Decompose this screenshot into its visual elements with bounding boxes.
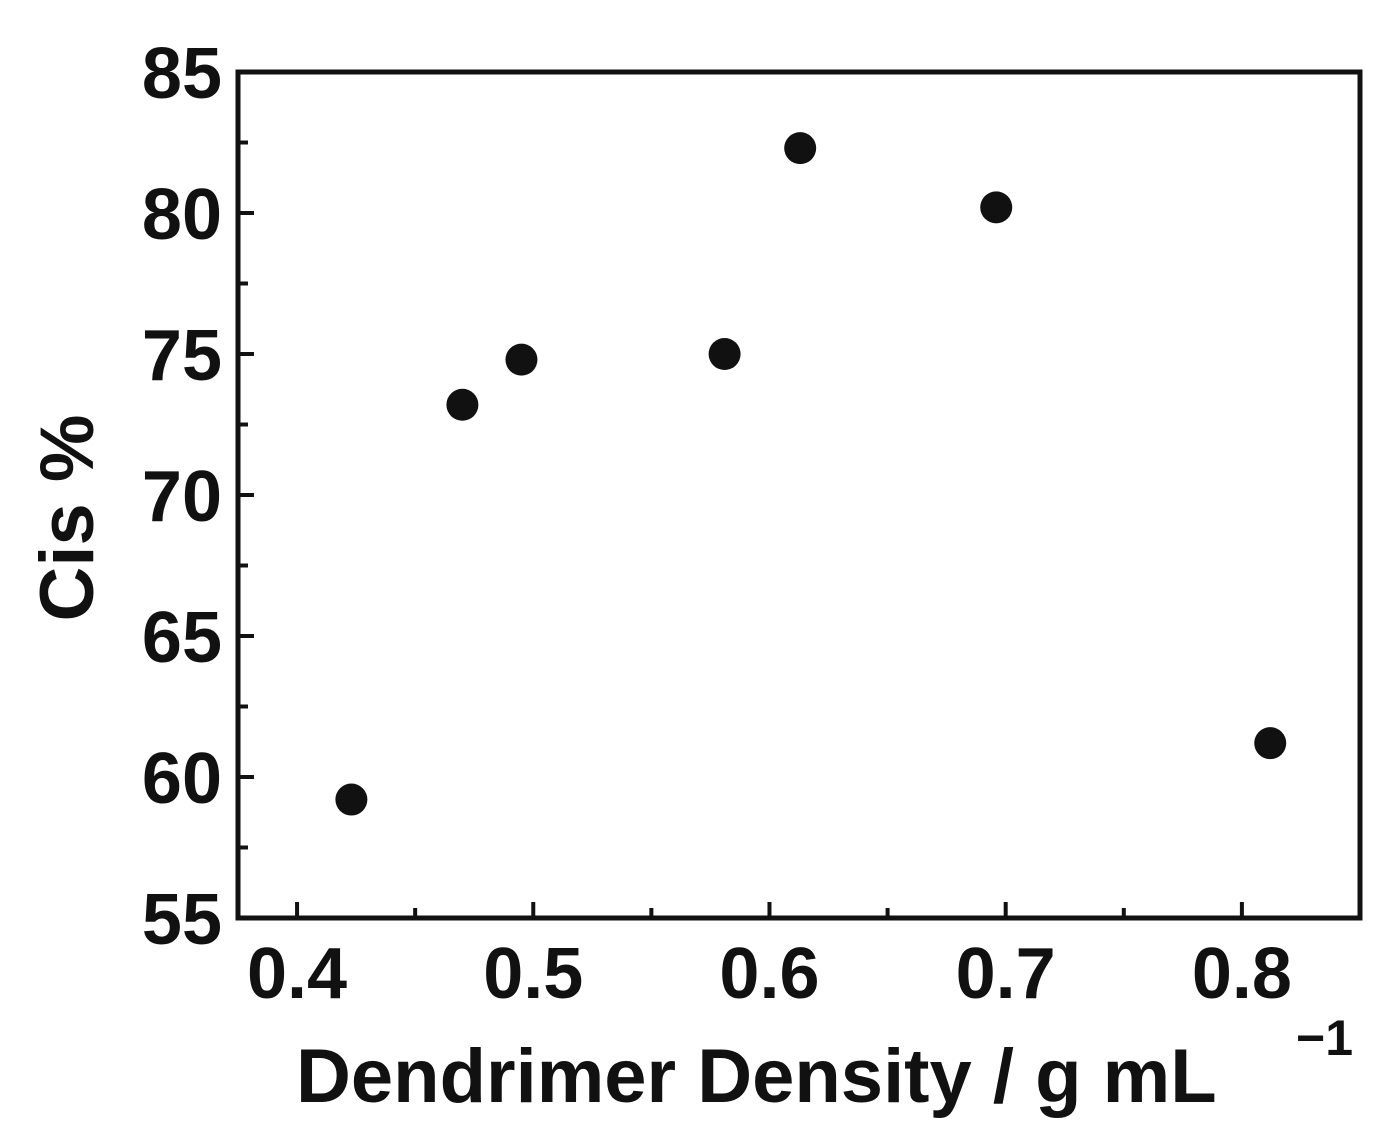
- x-tick-label: 0.7: [956, 934, 1056, 1014]
- x-tick-label: 0.8: [1192, 934, 1292, 1014]
- data-point: [708, 338, 741, 370]
- x-axis-title: Dendrimer Density / g mL: [296, 1034, 1217, 1119]
- y-axis-ticks: [238, 70, 254, 920]
- y-axis-title: Cis %: [25, 415, 110, 622]
- y-tick-label: 80: [142, 175, 222, 255]
- x-tick-label: 0.5: [483, 934, 583, 1014]
- plot-frame-group: [235, 69, 1363, 921]
- x-tick-label: 0.4: [247, 934, 347, 1014]
- y-tick-label: 55: [142, 880, 222, 960]
- plot-frame: [235, 69, 1363, 921]
- x-tick-label: 0.6: [719, 934, 819, 1014]
- y-tick-label: 70: [142, 457, 222, 537]
- y-tick-label: 85: [142, 34, 222, 114]
- y-tick-label: 65: [142, 598, 222, 678]
- x-axis-tick-labels: 0.4 0.5 0.6 0.7 0.8: [247, 934, 1292, 1014]
- y-axis-tick-labels: 55 60 65 70 75 80 85: [142, 34, 222, 960]
- y-tick-label: 75: [142, 316, 222, 396]
- data-point: [1254, 727, 1287, 760]
- data-point: [446, 388, 479, 421]
- data-point: [980, 191, 1013, 224]
- x-axis-ticks: [295, 902, 1244, 918]
- data-point: [335, 783, 368, 816]
- data-point: [784, 132, 817, 165]
- data-point: [505, 343, 538, 376]
- data-points: [335, 132, 1287, 816]
- x-axis-title-superscript: −1: [1296, 1010, 1353, 1066]
- y-tick-label: 60: [142, 739, 222, 819]
